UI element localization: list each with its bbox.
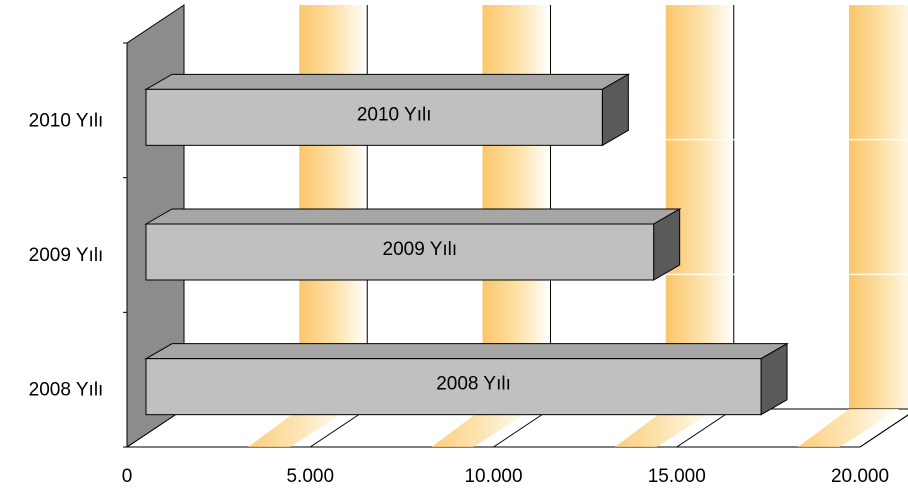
gridline-floor [493,408,551,448]
back-wall-stripe [299,5,368,409]
axes [123,42,127,448]
x-tick-label: 20.000 [831,466,889,487]
bar-top-face [144,73,631,90]
x-tick-label: 0 [122,466,133,487]
bar-data-label: 2010 Yılı [357,104,432,125]
bar-data-label: 2009 Yılı [383,239,458,260]
floor-stripe [798,409,899,447]
bar [145,223,655,281]
labels: 2010 Yılı 2010 Yılı 2009 Yılı 2009 Yılı 2008… [29,104,889,487]
back-wall-stripe [849,5,908,409]
gridline-floor [309,408,368,448]
bar-data-label: 2008 Yılı [436,374,511,395]
bar-top-face [144,208,682,225]
y-tick-label: 2010 Yılı [29,110,104,131]
y-tick-label: 2008 Yılı [29,380,104,401]
floor-stripe [248,409,350,447]
x-tick-label: 10.000 [464,466,522,487]
plot-walls [125,4,908,448]
gridline-floor [676,408,735,448]
bar [145,88,603,146]
bar [145,358,762,416]
bar-top-face [144,343,789,360]
back-wall-stripe [665,5,734,409]
floor-stripe [431,409,533,447]
x-tick-label: 15.000 [648,466,706,487]
y-tick-label: 2009 Yılı [29,245,104,266]
x-tick-label: 5.000 [286,466,334,487]
floor-stripe [614,409,716,447]
back-wall-stripe [482,5,551,409]
bars [144,73,789,416]
